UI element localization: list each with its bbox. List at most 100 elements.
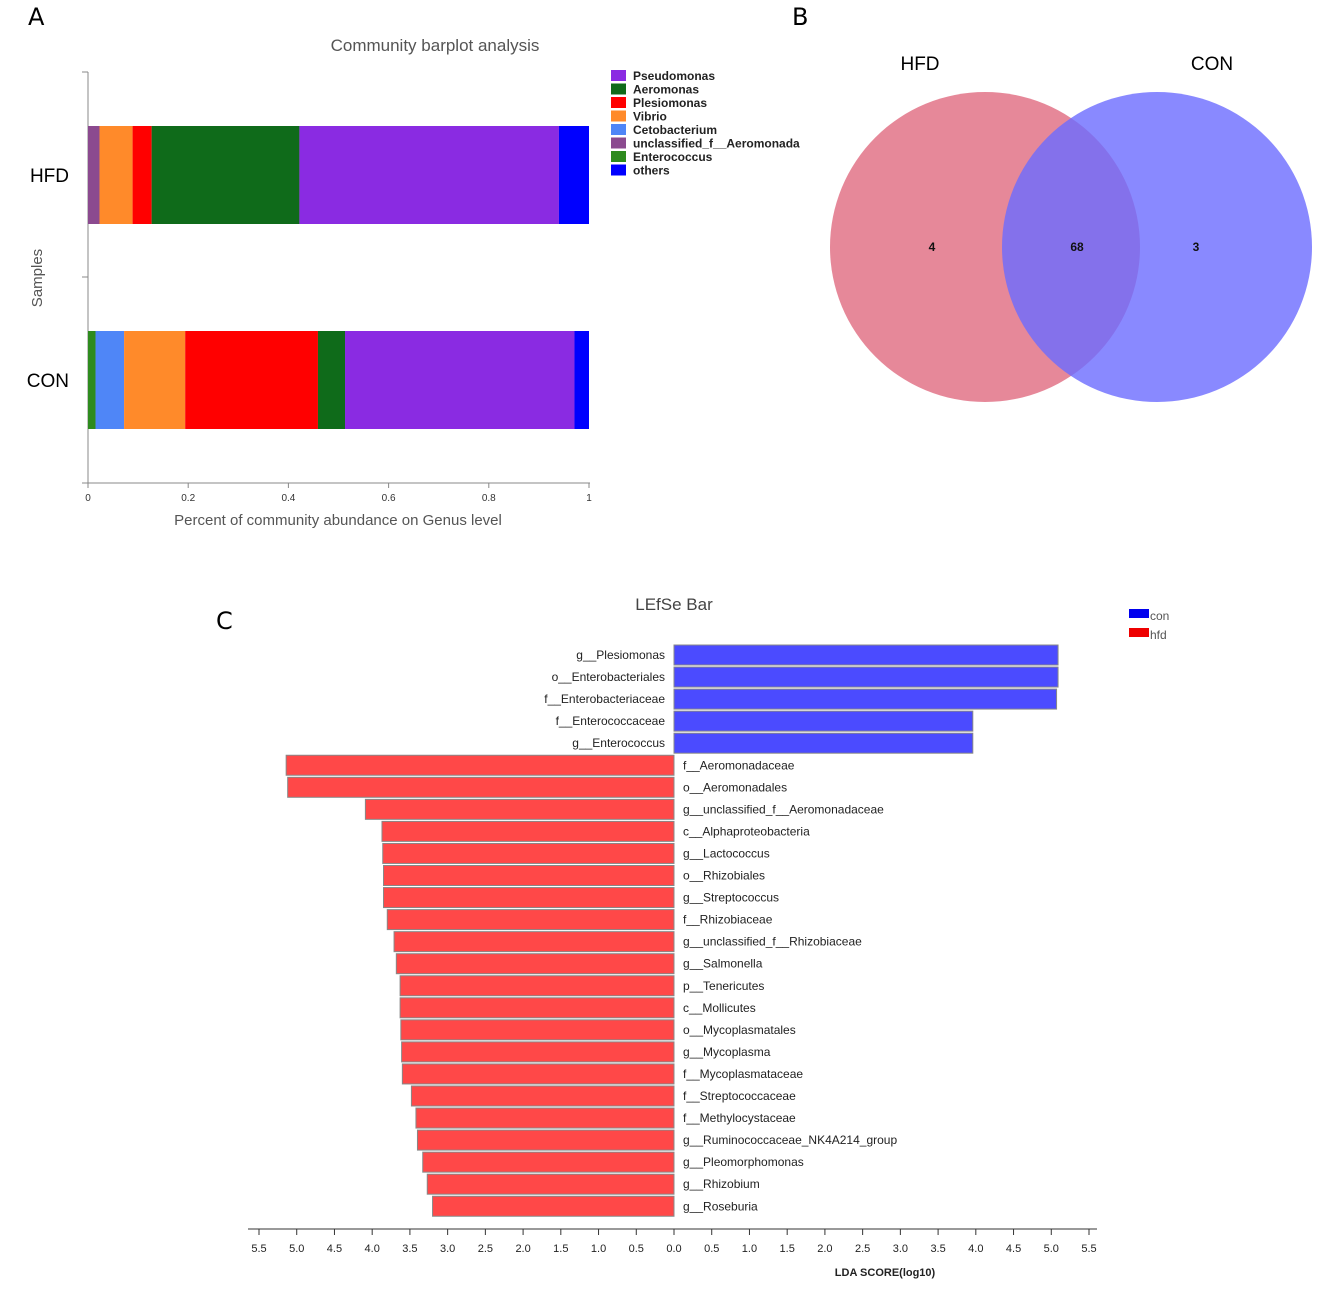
feature-label-g-rhizobium: g__Rhizobium <box>683 1177 760 1191</box>
lda-bar-c-mollicutes <box>399 997 675 1019</box>
lda-tick-label: 4.0 <box>365 1243 380 1255</box>
legend-swatch-pseudomonas <box>611 70 626 81</box>
legend-label-unclassified-f-aeromonadaceae: unclassified_f__Aeromonada <box>633 137 800 151</box>
feature-label-g-plesiomonas: g__Plesiomonas <box>576 648 665 662</box>
bar-segment-hfd-others <box>558 126 589 224</box>
lda-tick-label: 5.5 <box>1081 1243 1096 1255</box>
legend-label-others: others <box>633 164 670 178</box>
lefse-legend-swatch-con <box>1129 609 1149 618</box>
lda-bar-g-lactococcus <box>382 842 675 864</box>
feature-label-g-unclassified-f-rhizobiaceae: g__unclassified_f__Rhizobiaceae <box>683 935 862 949</box>
lda-bar-o-aeromonadales <box>287 776 675 798</box>
feature-label-f-rhizobiaceae: f__Rhizobiaceae <box>683 913 773 927</box>
feature-label-g-streptococcus: g__Streptococcus <box>683 891 779 905</box>
feature-label-f-mycoplasmataceae: f__Mycoplasmataceae <box>683 1067 803 1081</box>
feature-label-f-enterococcaceae: f__Enterococcaceae <box>556 714 666 728</box>
legend-label-cetobacterium: Cetobacterium <box>633 123 717 137</box>
barplot-xlabel: Percent of community abundance on Genus … <box>174 512 502 529</box>
bar-segment-con-enterococcus <box>88 331 96 429</box>
lda-bar-o-enterobacteriales <box>673 666 1059 688</box>
lda-tick-label: 4.0 <box>968 1243 983 1255</box>
lefse-barplot: LEfSe Bar con hfd g__Plesiomonas o__Enter… <box>248 595 1169 1279</box>
lda-bar-f-mycoplasmataceae <box>401 1063 675 1085</box>
bar-segment-hfd-pseudomonas <box>299 126 559 224</box>
feature-label-o-mycoplasmatales: o__Mycoplasmatales <box>683 1023 796 1037</box>
legend-swatch-unclassified-f-aeromonadaceae <box>611 137 626 149</box>
lda-bar-g-mycoplasma <box>401 1041 675 1063</box>
lda-tick-label: 2.5 <box>478 1243 493 1255</box>
bar-segment-hfd-unclassified-f-aeromonadaceae <box>88 126 100 224</box>
barplot-ylabel: Samples <box>29 249 46 307</box>
sample-label-hfd: HFD <box>30 166 69 187</box>
feature-label-g-unclassified-f-aeromonadaceae: g__unclassified_f__Aeromonadaceae <box>683 802 884 816</box>
bar-segment-hfd-vibrio <box>99 126 133 224</box>
lefse-legend-con: con <box>1150 609 1169 623</box>
bar-segment-con-plesiomonas <box>185 331 318 429</box>
lda-bar-f-aeromonadaceae <box>285 754 675 776</box>
feature-label-f-methylocystaceae: f__Methylocystaceae <box>683 1111 796 1125</box>
bar-segment-con-others <box>574 331 589 429</box>
barplot-x-tick-label: 0.4 <box>281 493 295 504</box>
legend-swatch-aeromonas <box>611 83 626 95</box>
lda-tick-label: 2.0 <box>515 1243 530 1255</box>
lda-bar-c-alphaproteobacteria <box>381 820 675 842</box>
bar-segment-con-pseudomonas <box>345 331 575 429</box>
lda-tick-label: 4.5 <box>327 1243 342 1255</box>
feature-label-g-pleomorphomonas: g__Pleomorphomonas <box>683 1155 804 1169</box>
lda-bar-g-plesiomonas <box>673 644 1059 666</box>
legend-swatch-others <box>611 164 626 176</box>
legend-swatch-cetobacterium <box>611 124 626 135</box>
barplot-x-tick-label: 1 <box>586 493 592 504</box>
feature-label-g-enterococcus: g__Enterococcus <box>572 736 665 750</box>
bar-segment-con-vibrio <box>124 331 186 429</box>
barplot-x-tick-label: 0.8 <box>482 493 496 504</box>
barplot-x-tick-label: 0 <box>85 493 91 504</box>
feature-label-p-tenericutes: p__Tenericutes <box>683 979 764 993</box>
lda-tick-label: 0.5 <box>629 1243 644 1255</box>
feature-label-o-rhizobiales: o__Rhizobiales <box>683 869 765 883</box>
lda-tick-label: 3.5 <box>930 1243 945 1255</box>
lda-bar-g-enterococcus <box>673 732 974 754</box>
lda-tick-label: 1.0 <box>591 1243 606 1255</box>
lda-bar-f-rhizobiaceae <box>386 909 675 931</box>
panel-a-letter: A <box>28 3 45 31</box>
legend-label-enterococcus: Enterococcus <box>633 150 713 164</box>
feature-label-g-mycoplasma: g__Mycoplasma <box>683 1045 771 1059</box>
feature-label-f-aeromonadaceae: f__Aeromonadaceae <box>683 758 795 772</box>
legend-label-pseudomonas: Pseudomonas <box>633 69 715 83</box>
legend-swatch-enterococcus <box>611 151 626 162</box>
lda-bar-o-mycoplasmatales <box>400 1019 675 1041</box>
lda-bar-g-roseburia <box>432 1195 675 1217</box>
feature-label-g-salmonella: g__Salmonella <box>683 957 763 971</box>
feature-label-g-roseburia: g__Roseburia <box>683 1199 758 1213</box>
barplot-title: Community barplot analysis <box>331 36 540 55</box>
venn-count-intersection: 68 <box>1070 240 1084 254</box>
bar-segment-hfd-plesiomonas <box>132 126 152 224</box>
venn-label-hfd: HFD <box>900 54 939 75</box>
venn-count-hfd-only: 4 <box>929 240 936 254</box>
lda-bar-g-salmonella <box>395 953 675 975</box>
lda-tick-label: 1.5 <box>780 1243 795 1255</box>
lda-tick-label: 2.5 <box>855 1243 870 1255</box>
lda-tick-label: 4.5 <box>1006 1243 1021 1255</box>
lda-tick-label: 0.5 <box>704 1243 719 1255</box>
lda-bar-f-streptococcaceae <box>410 1085 675 1107</box>
legend-swatch-plesiomonas <box>611 97 626 108</box>
lda-tick-label: 5.5 <box>251 1243 266 1255</box>
lda-tick-label: 0.0 <box>666 1243 681 1255</box>
bar-segment-hfd-aeromonas <box>151 126 300 224</box>
barplot-x-tick-label: 0.2 <box>181 493 195 504</box>
venn-diagram: HFD CON 4 68 3 <box>830 54 1312 402</box>
lda-tick-label: 3.0 <box>440 1243 455 1255</box>
lda-tick-label: 5.0 <box>1044 1243 1059 1255</box>
lefse-legend-swatch-hfd <box>1129 628 1149 637</box>
bar-segment-con-aeromonas <box>317 331 346 429</box>
lda-bar-p-tenericutes <box>399 975 675 997</box>
feature-label-f-enterobacteriaceae: f__Enterobacteriaceae <box>544 692 665 706</box>
lda-tick-label: 5.0 <box>289 1243 304 1255</box>
lda-bar-g-pleomorphomonas <box>422 1151 675 1173</box>
venn-label-con: CON <box>1191 54 1233 75</box>
lda-tick-label: 3.5 <box>402 1243 417 1255</box>
lda-tick-label: 1.0 <box>742 1243 757 1255</box>
legend-label-aeromonas: Aeromonas <box>633 83 699 97</box>
